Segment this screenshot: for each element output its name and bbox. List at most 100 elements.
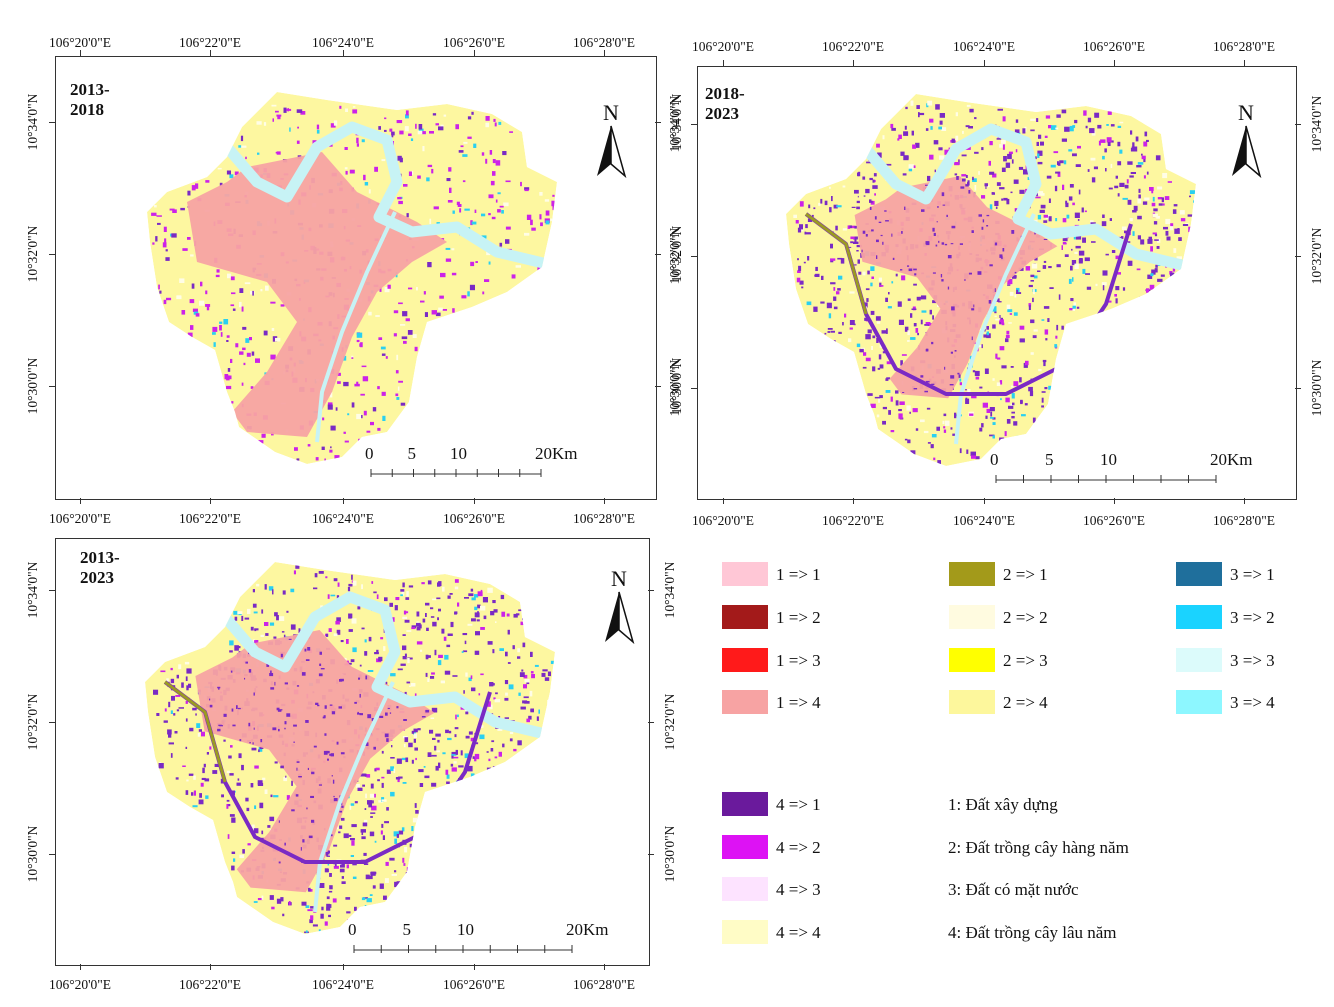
latitude-label: 10°34'0"N bbox=[25, 561, 40, 619]
scale-label: 5 bbox=[1045, 450, 1054, 469]
frame-tick bbox=[691, 256, 697, 257]
scale-label: 10 bbox=[450, 444, 467, 463]
scale-label: 0 bbox=[348, 920, 357, 939]
legend-item: 3 => 4 bbox=[1176, 690, 1334, 716]
legend-label: 3 => 4 bbox=[1230, 693, 1275, 712]
class-key: 2: Đất trồng cây hàng năm bbox=[948, 837, 1129, 857]
legend-swatch bbox=[722, 605, 768, 629]
longitude-label: 106°22'0"E bbox=[821, 513, 885, 528]
longitude-label: 106°20'0"E bbox=[691, 513, 755, 528]
frame-tick bbox=[49, 386, 55, 387]
scale-label: 0 bbox=[365, 444, 374, 463]
frame-tick bbox=[691, 388, 697, 389]
longitude-label: 106°20'0"E bbox=[48, 511, 112, 526]
legend-label: 2 => 1 bbox=[1003, 565, 1048, 584]
longitude-label: 106°24'0"E bbox=[311, 35, 375, 50]
panel-title: 2018-2023 bbox=[705, 84, 745, 123]
longitude-label: 106°24'0"E bbox=[952, 39, 1016, 54]
north-arrow-icon: N bbox=[601, 566, 637, 646]
scale-label: 20Km bbox=[535, 444, 578, 463]
legend-swatch bbox=[1176, 690, 1222, 714]
legend-label: 2 => 3 bbox=[1003, 651, 1048, 670]
frame-tick bbox=[691, 124, 697, 125]
longitude-label: 106°22'0"E bbox=[178, 35, 242, 50]
legend-swatch bbox=[949, 562, 995, 586]
latitude-label: 10°34'0"N bbox=[662, 561, 677, 619]
scale-label: 10 bbox=[457, 920, 474, 939]
legend-label: 1 => 2 bbox=[776, 608, 821, 627]
frame-tick bbox=[49, 590, 55, 591]
frame-tick bbox=[723, 60, 724, 66]
legend-swatch bbox=[722, 919, 768, 944]
frame-tick bbox=[343, 50, 344, 56]
frame-tick bbox=[648, 590, 654, 591]
legend-item: 1 => 3 bbox=[722, 648, 882, 674]
legend-item: 4 => 2 bbox=[722, 834, 882, 861]
legend-label: 3 => 1 bbox=[1230, 565, 1275, 584]
frame-tick bbox=[1114, 60, 1115, 66]
legend-item: 2 => 4 bbox=[949, 690, 1109, 716]
frame-tick bbox=[655, 386, 661, 387]
legend-item: 1 => 4 bbox=[722, 690, 882, 716]
panel-title: 2013-2018 bbox=[70, 80, 110, 119]
frame-tick bbox=[853, 498, 854, 504]
frame-tick bbox=[210, 498, 211, 504]
legend-swatch bbox=[1176, 648, 1222, 672]
frame-tick bbox=[604, 964, 605, 970]
north-arrow-icon: N bbox=[593, 100, 629, 180]
legend-label: 3 => 2 bbox=[1230, 608, 1275, 627]
legend-swatch bbox=[722, 834, 768, 859]
legend-item: 2 => 2 bbox=[949, 605, 1109, 631]
frame-tick bbox=[474, 498, 475, 504]
scale-label: 20Km bbox=[1210, 450, 1253, 469]
legend-label: 2 => 4 bbox=[1003, 693, 1048, 712]
frame-tick bbox=[1244, 60, 1245, 66]
legend-swatch bbox=[1176, 605, 1222, 629]
legend-swatch bbox=[722, 562, 768, 586]
north-label: N bbox=[1238, 100, 1254, 125]
frame-tick bbox=[1295, 256, 1301, 257]
frame-tick bbox=[984, 498, 985, 504]
legend-label: 4 => 1 bbox=[776, 795, 821, 814]
frame-tick bbox=[604, 498, 605, 504]
longitude-label: 106°28'0"E bbox=[1212, 513, 1276, 528]
scale-label: 5 bbox=[407, 444, 417, 463]
legend-swatch bbox=[1176, 562, 1222, 586]
longitude-label: 106°28'0"E bbox=[1212, 39, 1276, 54]
frame-tick bbox=[1114, 498, 1115, 504]
frame-tick bbox=[853, 60, 854, 66]
scale-label: 0 bbox=[990, 450, 999, 469]
scale-label: 20Km bbox=[566, 920, 609, 939]
panel-title: 2013-2023 bbox=[80, 548, 120, 587]
frame-tick bbox=[80, 964, 81, 970]
scale-bar: 0 5 10 20Km bbox=[365, 444, 600, 484]
legend-item: 4 => 1 bbox=[722, 792, 882, 818]
frame-tick bbox=[1295, 388, 1301, 389]
longitude-label: 106°26'0"E bbox=[442, 35, 506, 50]
frame-tick bbox=[474, 964, 475, 970]
frame-tick bbox=[49, 854, 55, 855]
longitude-label: 106°22'0"E bbox=[178, 511, 242, 526]
legend-item: 3 => 2 bbox=[1176, 605, 1334, 631]
latitude-label: 10°30'0"N bbox=[662, 825, 677, 883]
legend-item: 2 => 1 bbox=[949, 562, 1109, 588]
frame-tick bbox=[343, 498, 344, 504]
legend-label: 4 => 4 bbox=[776, 922, 821, 942]
frame-tick bbox=[80, 498, 81, 504]
longitude-label: 106°20'0"E bbox=[691, 39, 755, 54]
north-label: N bbox=[611, 566, 627, 591]
longitude-label: 106°28'0"E bbox=[572, 511, 636, 526]
legend-item: 4 => 3 bbox=[722, 877, 882, 903]
legend-swatch bbox=[722, 690, 768, 714]
legend-swatch bbox=[722, 648, 768, 672]
class-key: 1: Đất xây dựng bbox=[948, 795, 1058, 814]
frame-tick bbox=[648, 722, 654, 723]
longitude-label: 106°26'0"E bbox=[442, 511, 506, 526]
longitude-label: 106°28'0"E bbox=[572, 977, 636, 992]
north-arrow-icon: N bbox=[1228, 100, 1264, 180]
frame-tick bbox=[80, 50, 81, 56]
longitude-label: 106°26'0"E bbox=[1082, 39, 1146, 54]
